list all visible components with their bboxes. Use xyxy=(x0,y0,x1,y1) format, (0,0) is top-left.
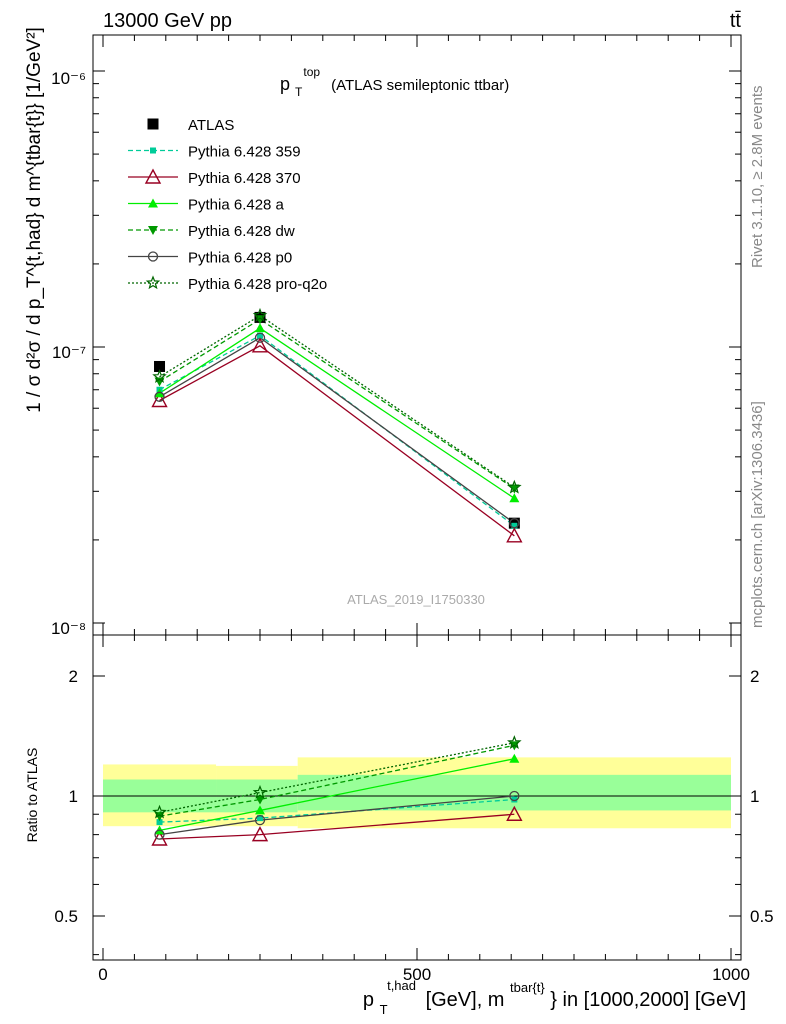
main-ytick-label-1e-6: 10⁻⁶ xyxy=(51,69,86,88)
xaxis-label: p T t,had [GeV], m tbar{t} } in [1000,20… xyxy=(363,973,746,1019)
legend: ATLAS Pythia 6.428 359 Pythia 6.428 370 Pyt… xyxy=(128,117,327,293)
main-ytick-label-1e-7: 10⁻⁷ xyxy=(52,343,86,362)
main-y-ticks xyxy=(93,70,741,624)
header-left: 13000 GeV pp xyxy=(103,10,232,32)
ratio-y-ticks xyxy=(93,675,741,956)
ratio-point-5-2 xyxy=(507,735,522,749)
main-series-line-4 xyxy=(159,318,515,490)
ratio-point-4-0 xyxy=(154,829,165,840)
ratio-ytick-label-2: 2 xyxy=(69,667,78,686)
xtick-label-0: 0 xyxy=(98,965,107,984)
ratio-ytick-label-2-right: 2 xyxy=(750,667,759,686)
main-series-line-6 xyxy=(159,314,515,488)
legend-marker-0 xyxy=(147,118,159,130)
ratio-point-4-1 xyxy=(254,814,266,826)
ratio-point-5-0 xyxy=(152,804,167,819)
side-text-bottom: mcplots.cern.ch [arXiv:1306.3436] xyxy=(749,401,766,628)
main-x-ticks xyxy=(102,35,732,635)
legend-label-3: Pythia 6.428 a xyxy=(188,197,285,214)
plot-title-sub: T xyxy=(295,85,303,99)
ratio-point-4-2 xyxy=(509,790,520,802)
ratio-series-line-3 xyxy=(159,744,515,817)
ratio-series-markers xyxy=(151,735,523,846)
legend-label-5: Pythia 6.428 p0 xyxy=(188,250,292,267)
legend-label-2: Pythia 6.428 370 xyxy=(188,170,301,187)
ratio-point-3-1 xyxy=(255,795,265,805)
main-point-3-1 xyxy=(255,323,265,333)
ratio-x-ticks xyxy=(102,635,732,960)
main-ylabel: 1 / σ d²σ / d p_T^{t,had} d m^{tbar{t}} … xyxy=(24,27,45,413)
xaxis-label-sup: t,had xyxy=(387,978,416,993)
main-point-0-0 xyxy=(154,360,166,372)
main-point-5-0 xyxy=(154,391,165,402)
ratio-point-2-2 xyxy=(509,753,520,763)
main-ytick-label-1e-8: 10⁻⁸ xyxy=(51,619,86,638)
ratio-panel: 0.5 1 2 0.5 1 2 Ratio to ATLAS 0 500 100… xyxy=(24,634,774,1019)
main-point-2-1 xyxy=(251,337,269,353)
xtick-label-500: 500 xyxy=(403,965,431,984)
xaxis-label-sup2: tbar{t} xyxy=(510,980,545,995)
main-point-5-1 xyxy=(254,332,266,343)
ratio-uncertainty-bands xyxy=(103,757,731,829)
main-point-1-1 xyxy=(257,332,263,339)
ratio-point-1-1 xyxy=(251,826,269,842)
legend-label-0: ATLAS xyxy=(188,117,234,134)
legend-marker-5 xyxy=(147,251,159,262)
ratio-ylabel: Ratio to ATLAS xyxy=(24,748,40,843)
main-series-markers xyxy=(151,307,523,543)
legend-marker-1 xyxy=(150,147,156,154)
main-series-line-3 xyxy=(159,327,515,499)
main-point-4-2 xyxy=(509,484,520,494)
side-text-top: Rivet 3.1.10, ≥ 2.8M events xyxy=(749,86,766,269)
main-point-6-1 xyxy=(252,307,268,322)
main-point-3-2 xyxy=(509,493,520,503)
ratio-point-5-1 xyxy=(252,784,268,799)
main-point-6-0 xyxy=(152,369,167,383)
legend-label-4: Pythia 6.428 dw xyxy=(188,223,295,240)
main-point-5-2 xyxy=(509,518,520,529)
ratio-band-inner-2 xyxy=(297,774,731,811)
ratio-series-line-1 xyxy=(159,813,515,840)
ratio-point-0-2 xyxy=(511,796,518,803)
main-series-lines xyxy=(159,314,515,537)
legend-marker-3 xyxy=(148,198,158,208)
plot-title-sup: top xyxy=(303,65,320,79)
main-point-2-2 xyxy=(506,527,523,543)
main-panel: 10⁻⁸ 10⁻⁷ 10⁻⁶ p T top (ATLAS semilepton… xyxy=(24,27,742,638)
xaxis-label-p: p xyxy=(363,989,374,1011)
plot-title: p T top (ATLAS semileptonic ttbar) xyxy=(280,60,509,100)
ratio-point-1-0 xyxy=(151,830,168,846)
plot-title-rest: (ATLAS semileptonic ttbar) xyxy=(331,77,509,94)
legend-label-1: Pythia 6.428 359 xyxy=(188,144,301,161)
main-point-1-2 xyxy=(511,522,518,529)
xtick-label-1000: 1000 xyxy=(712,965,750,984)
plot-title-p: p xyxy=(280,74,290,94)
header-right: tt̄ xyxy=(730,10,742,32)
legend-label-6: Pythia 6.428 pro-q2o xyxy=(188,276,327,293)
ratio-ytick-label-05: 0.5 xyxy=(54,907,78,926)
main-series-line-2 xyxy=(159,345,515,537)
legend-marker-6 xyxy=(145,275,161,290)
ratio-point-1-2 xyxy=(506,805,523,821)
main-series-line-1 xyxy=(159,334,515,527)
watermark: ATLAS_2019_I1750330 xyxy=(347,592,485,607)
main-point-6-2 xyxy=(507,479,522,494)
xaxis-label-mid: [GeV], m xyxy=(426,989,505,1011)
ratio-point-2-1 xyxy=(255,805,265,815)
ratio-point-0-0 xyxy=(156,819,163,826)
legend-marker-4 xyxy=(148,226,158,235)
ratio-ytick-label-05-right: 0.5 xyxy=(750,907,774,926)
xaxis-label-sub: T xyxy=(380,1002,388,1017)
ratio-point-0-1 xyxy=(257,815,263,822)
legend-marker-2 xyxy=(144,168,162,184)
ratio-ytick-label-1: 1 xyxy=(69,787,78,806)
ratio-ytick-label-1-right: 1 xyxy=(750,787,759,806)
xaxis-label-end: } in [1000,2000] [GeV] xyxy=(550,989,746,1011)
